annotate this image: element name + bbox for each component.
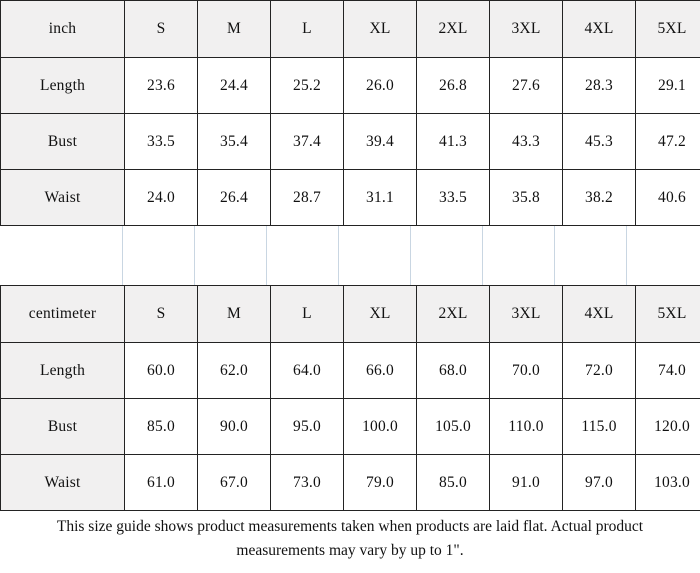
cell-waist-cm-xl: 79.0 (344, 455, 417, 511)
cell-bust-inch-l: 37.4 (271, 114, 344, 170)
cell-length-cm-4xl: 72.0 (563, 343, 636, 399)
cell-waist-cm-l: 73.0 (271, 455, 344, 511)
separator-cell (195, 226, 267, 285)
cell-bust-cm-l: 95.0 (271, 399, 344, 455)
cell-length-cm-s: 60.0 (125, 343, 198, 399)
table-row: Waist 24.0 26.4 28.7 31.1 33.5 35.8 38.2… (1, 170, 700, 226)
size-header-cm-l: L (271, 286, 344, 343)
table-row: Length 23.6 24.4 25.2 26.0 26.8 27.6 28.… (1, 58, 700, 114)
measure-label-length-inch: Length (1, 58, 125, 114)
measure-label-bust-cm: Bust (1, 399, 125, 455)
size-header-cm-4xl: 4XL (563, 286, 636, 343)
separator-label-cell (0, 226, 123, 285)
cell-length-cm-5xl: 74.0 (636, 343, 700, 399)
size-header-cm-m: M (198, 286, 271, 343)
cell-length-cm-m: 62.0 (198, 343, 271, 399)
table-header-row-inch: inch S M L XL 2XL 3XL 4XL 5XL (1, 1, 700, 58)
cell-bust-inch-2xl: 41.3 (417, 114, 490, 170)
footer-note: This size guide shows product measuremen… (0, 511, 700, 573)
cell-length-inch-3xl: 27.6 (490, 58, 563, 114)
size-header-3xl: 3XL (490, 1, 563, 58)
measure-label-waist-cm: Waist (1, 455, 125, 511)
measure-label-length-cm: Length (1, 343, 125, 399)
cell-bust-inch-5xl: 47.2 (636, 114, 700, 170)
table-header-row-centimeter: centimeter S M L XL 2XL 3XL 4XL 5XL (1, 286, 700, 343)
cell-waist-cm-s: 61.0 (125, 455, 198, 511)
size-header-m: M (198, 1, 271, 58)
size-header-cm-3xl: 3XL (490, 286, 563, 343)
size-header-s: S (125, 1, 198, 58)
cell-waist-inch-l: 28.7 (271, 170, 344, 226)
cell-waist-inch-4xl: 38.2 (563, 170, 636, 226)
table-row: Bust 33.5 35.4 37.4 39.4 41.3 43.3 45.3 … (1, 114, 700, 170)
cell-waist-inch-2xl: 33.5 (417, 170, 490, 226)
cell-length-inch-l: 25.2 (271, 58, 344, 114)
cell-bust-cm-xl: 100.0 (344, 399, 417, 455)
cell-length-cm-2xl: 68.0 (417, 343, 490, 399)
cell-bust-inch-s: 33.5 (125, 114, 198, 170)
size-header-cm-s: S (125, 286, 198, 343)
cell-length-cm-xl: 66.0 (344, 343, 417, 399)
size-table-centimeter: centimeter S M L XL 2XL 3XL 4XL 5XL Leng… (0, 285, 700, 511)
table-separator-band (0, 226, 700, 285)
cell-waist-cm-3xl: 91.0 (490, 455, 563, 511)
measure-label-waist-inch: Waist (1, 170, 125, 226)
cell-bust-inch-xl: 39.4 (344, 114, 417, 170)
size-header-cm-2xl: 2XL (417, 286, 490, 343)
table-row: Waist 61.0 67.0 73.0 79.0 85.0 91.0 97.0… (1, 455, 700, 511)
size-header-xl: XL (344, 1, 417, 58)
size-header-cm-xl: XL (344, 286, 417, 343)
cell-waist-cm-5xl: 103.0 (636, 455, 700, 511)
cell-length-cm-3xl: 70.0 (490, 343, 563, 399)
separator-cell (267, 226, 339, 285)
cell-waist-inch-m: 26.4 (198, 170, 271, 226)
size-header-5xl: 5XL (636, 1, 700, 58)
cell-waist-inch-xl: 31.1 (344, 170, 417, 226)
footer-note-text: This size guide shows product measuremen… (20, 515, 680, 563)
size-header-cm-5xl: 5XL (636, 286, 700, 343)
separator-cell (555, 226, 627, 285)
table-row: Bust 85.0 90.0 95.0 100.0 105.0 110.0 11… (1, 399, 700, 455)
separator-cell (483, 226, 555, 285)
separator-cell (411, 226, 483, 285)
cell-bust-cm-4xl: 115.0 (563, 399, 636, 455)
cell-waist-inch-s: 24.0 (125, 170, 198, 226)
size-header-l: L (271, 1, 344, 58)
separator-cell (123, 226, 195, 285)
separator-cell (339, 226, 411, 285)
cell-length-inch-4xl: 28.3 (563, 58, 636, 114)
cell-waist-cm-4xl: 97.0 (563, 455, 636, 511)
cell-waist-inch-3xl: 35.8 (490, 170, 563, 226)
cell-length-inch-m: 24.4 (198, 58, 271, 114)
size-table-inch: inch S M L XL 2XL 3XL 4XL 5XL Length 23.… (0, 0, 700, 226)
cell-bust-inch-4xl: 45.3 (563, 114, 636, 170)
cell-bust-cm-5xl: 120.0 (636, 399, 700, 455)
cell-waist-cm-m: 67.0 (198, 455, 271, 511)
size-header-2xl: 2XL (417, 1, 490, 58)
cell-bust-cm-3xl: 110.0 (490, 399, 563, 455)
cell-length-inch-s: 23.6 (125, 58, 198, 114)
cell-length-inch-2xl: 26.8 (417, 58, 490, 114)
unit-label-centimeter: centimeter (1, 286, 125, 343)
separator-cell (627, 226, 699, 285)
cell-bust-cm-s: 85.0 (125, 399, 198, 455)
cell-bust-cm-m: 90.0 (198, 399, 271, 455)
cell-waist-cm-2xl: 85.0 (417, 455, 490, 511)
table-row: Length 60.0 62.0 64.0 66.0 68.0 70.0 72.… (1, 343, 700, 399)
cell-length-cm-l: 64.0 (271, 343, 344, 399)
cell-bust-inch-m: 35.4 (198, 114, 271, 170)
size-header-4xl: 4XL (563, 1, 636, 58)
cell-waist-inch-5xl: 40.6 (636, 170, 700, 226)
cell-length-inch-xl: 26.0 (344, 58, 417, 114)
cell-bust-inch-3xl: 43.3 (490, 114, 563, 170)
cell-bust-cm-2xl: 105.0 (417, 399, 490, 455)
unit-label-inch: inch (1, 1, 125, 58)
measure-label-bust-inch: Bust (1, 114, 125, 170)
cell-length-inch-5xl: 29.1 (636, 58, 700, 114)
